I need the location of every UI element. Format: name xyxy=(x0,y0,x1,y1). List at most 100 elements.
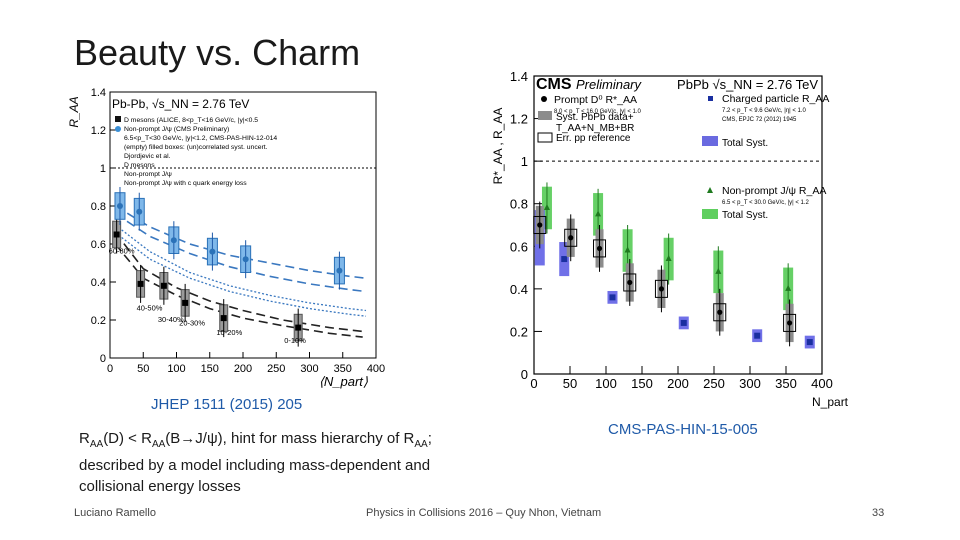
y-tick-label: 0.6 xyxy=(510,239,528,254)
slide-caption: RAA(D) < RAA(B→J/ψ), hint for mass hiera… xyxy=(79,428,499,497)
legend-marker-charged-syst xyxy=(702,136,718,146)
jpsi-point xyxy=(665,255,672,262)
x-axis-label: ⟨N_part⟩ xyxy=(319,374,368,389)
legend-entry: Non-prompt J/ψ R_AA xyxy=(722,185,826,197)
legend-entry: D mesons xyxy=(124,162,155,169)
centrality-label: 30-40% xyxy=(158,315,184,324)
y-tick-label: 0.4 xyxy=(510,282,528,297)
y-tick-label: 1 xyxy=(100,163,106,175)
y-tick-label: 0.2 xyxy=(91,315,106,327)
slide-title: Beauty vs. Charm xyxy=(74,32,361,73)
legend-entry: Non-prompt J/ψ with c quark energy loss xyxy=(124,180,247,187)
x-tick-label: 200 xyxy=(234,363,252,375)
d0-point xyxy=(627,279,633,286)
x-tick-label: 150 xyxy=(201,363,219,375)
reference-right: CMS-PAS-HIN-15-005 xyxy=(608,421,758,438)
legend-entry: Err. pp reference xyxy=(556,133,631,144)
d0-point xyxy=(787,320,793,326)
d0-point xyxy=(596,245,603,252)
legend-entry: 6.5<p_T<30 GeV/c, |y|<1.2, CMS-PAS-HIN-1… xyxy=(124,135,277,142)
y-tick-label: 0.2 xyxy=(510,324,528,339)
jpsi-point xyxy=(242,256,249,263)
legend-marker-syst xyxy=(538,111,552,120)
jpsi-point xyxy=(595,210,602,217)
legend-entry: 6.5 < p_T < 30.0 GeV/c, |y| < 1.2 xyxy=(722,200,810,206)
y-tick-label: 0.4 xyxy=(91,277,106,289)
legend-marker-pp xyxy=(537,132,553,143)
d0-point xyxy=(658,286,665,292)
x-tick-label: 300 xyxy=(739,376,761,391)
legend-marker-d0 xyxy=(541,96,547,102)
centrality-label: 60-80% xyxy=(109,247,135,256)
chart-header-energy: PbPb √s_NN = 2.76 TeV xyxy=(677,77,818,92)
caption-line1: RAA(D) < RAA(B→J/ψ), hint for mass hiera… xyxy=(79,430,432,450)
jpsi-point xyxy=(715,267,722,274)
y-tick-label: 1.4 xyxy=(91,87,106,99)
legend-entry: Total Syst. xyxy=(722,210,768,221)
y-tick-label: 1 xyxy=(521,154,528,169)
legend-entry: 8.0 < p_T < 16.0 GeV/c, |y| < 1.0 xyxy=(554,109,642,115)
x-tick-label: 400 xyxy=(811,376,833,391)
centrality-label: 0-10% xyxy=(284,336,306,345)
plot-frame xyxy=(533,75,823,375)
x-tick-label: 350 xyxy=(775,376,797,391)
x-axis-label: N_part xyxy=(812,395,849,409)
y-tick-label: 1.2 xyxy=(91,125,106,137)
x-tick-label: 400 xyxy=(367,363,385,375)
legend-entry: Non-prompt J/ψ (CMS Preliminary) xyxy=(124,126,229,133)
d0-point xyxy=(568,235,574,241)
x-tick-label: 0 xyxy=(530,376,537,391)
jpsi-point xyxy=(785,284,792,291)
legend-entry: Total Syst. xyxy=(722,138,768,149)
x-tick-label: 250 xyxy=(267,363,285,375)
jpsi-point xyxy=(209,248,216,255)
x-tick-label: 350 xyxy=(334,363,352,375)
y-tick-label: 0 xyxy=(521,367,528,382)
x-tick-label: 150 xyxy=(631,376,653,391)
legend-entry: Djordjevic et al. xyxy=(124,153,171,160)
caption-line2: described by a model including mass-depe… xyxy=(79,457,431,495)
y-tick-label: 0.8 xyxy=(91,201,106,213)
x-tick-label: 100 xyxy=(167,363,185,375)
legend-entry: D mesons (ALICE, 8<p_T<16 GeV/c, |y|<0.5 xyxy=(124,117,258,124)
plot-frame xyxy=(109,91,377,359)
footer-page-number: 33 xyxy=(872,507,885,519)
chart-header-preliminary: Preliminary xyxy=(576,77,643,92)
theory-jpsi-c-eloss-lower xyxy=(114,232,367,317)
x-tick-label: 250 xyxy=(703,376,725,391)
d0-point xyxy=(537,222,543,228)
x-tick-label: 50 xyxy=(563,376,577,391)
y-tick-label: 1.4 xyxy=(510,69,528,84)
jpsi-point xyxy=(136,208,143,215)
legend-marker-jpsi xyxy=(707,187,713,193)
legend-entry: Syst. PbPb data+ xyxy=(556,112,634,123)
y-tick-label: 1.2 xyxy=(510,112,528,127)
chart-header-cms: CMS xyxy=(536,76,572,93)
footer-conference: Physics in Collisions 2016 – Quy Nhon, V… xyxy=(366,507,602,519)
d-meson-point xyxy=(295,324,302,331)
centrality-label: 40-50% xyxy=(137,304,163,313)
centrality-label: 20-30% xyxy=(179,319,205,328)
x-tick-label: 300 xyxy=(300,363,318,375)
footer-author: Luciano Ramello xyxy=(74,507,156,519)
legend-entry: (empty) filled boxes: (un)correlated sys… xyxy=(124,144,268,151)
chart-header: Pb-Pb, √s_NN = 2.76 TeV xyxy=(112,97,249,111)
d-meson-point xyxy=(113,231,120,238)
jpsi-point xyxy=(336,267,343,274)
charged-point xyxy=(806,339,813,346)
legend-marker-d xyxy=(115,116,121,122)
x-tick-label: 200 xyxy=(667,376,689,391)
y-tick-label: 0.8 xyxy=(510,197,528,212)
d-meson-point xyxy=(220,315,227,322)
x-tick-label: 100 xyxy=(595,376,617,391)
x-tick-label: 0 xyxy=(107,363,113,375)
right-chart: 0 0.2 0.4 0.6 0.8 1 1.2 1.4 0 50 100 150 200 250 300 35… xyxy=(491,69,849,409)
legend-entry: Charged particle R_AA xyxy=(722,93,829,105)
charged-point xyxy=(561,256,568,263)
legend-entry: Non-prompt J/ψ xyxy=(124,171,172,178)
jpsi-point xyxy=(624,246,631,253)
legend-entry: CMS, EPJC 72 (2012) 1945 xyxy=(722,117,797,123)
left-chart: 0 0.2 0.4 0.6 0.8 1 1.2 1.4 0 50 100 150 200 250 300 35… xyxy=(67,87,385,389)
legend-marker-jpsi-syst xyxy=(702,209,718,219)
legend-entry: 7.2 < p_T < 9.6 GeV/c, |η| < 1.0 xyxy=(722,108,807,114)
